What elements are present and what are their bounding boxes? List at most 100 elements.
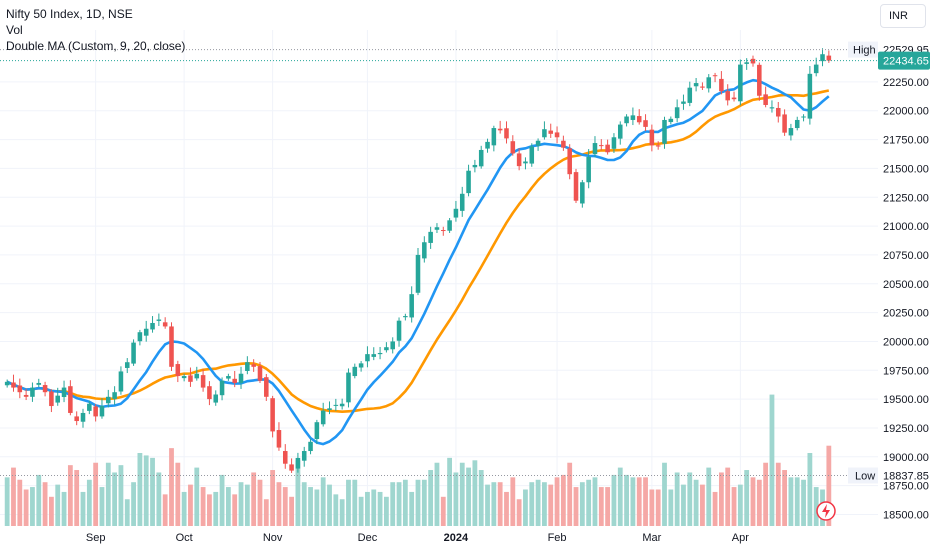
y-tick-label: 20000.00 — [883, 336, 929, 348]
volume-bar — [346, 479, 351, 526]
candle-body — [4, 381, 10, 386]
candle-body — [441, 230, 446, 232]
volume-bar — [11, 467, 16, 526]
x-tick-label: Mar — [642, 532, 661, 544]
candle-body — [428, 231, 433, 243]
candle-body — [542, 129, 547, 138]
volume-bar — [270, 470, 276, 526]
ma-slow-line — [6, 89, 830, 413]
y-tick-label: 20750.00 — [883, 250, 929, 262]
volume-bar — [339, 499, 345, 526]
volume-bar — [617, 467, 623, 526]
volume-bar — [238, 482, 244, 526]
high-label: High — [853, 45, 876, 57]
candle-body — [580, 182, 585, 204]
volume-bar — [156, 472, 162, 526]
candle-body — [415, 254, 421, 293]
y-tick-label: 21250.00 — [883, 192, 929, 204]
volume-bar — [320, 477, 326, 526]
volume-bar — [213, 491, 219, 526]
low-value: 18837.85 — [883, 470, 929, 482]
candle-body — [358, 363, 364, 368]
candle-body — [523, 161, 528, 164]
candle-body — [87, 403, 92, 411]
candle-body — [49, 391, 54, 407]
candle-body — [624, 116, 629, 124]
volume-bar — [150, 457, 155, 526]
lightning-glyph — [822, 504, 830, 518]
y-tick-label: 21500.00 — [883, 163, 929, 175]
x-tick-label: Dec — [358, 532, 378, 544]
volume-bar — [390, 482, 396, 526]
candle-body — [131, 342, 136, 364]
candle-body — [162, 322, 168, 327]
candle-body — [390, 341, 395, 350]
volume-bar — [352, 479, 358, 526]
candle-body — [377, 352, 383, 355]
volume-bar — [301, 482, 307, 526]
candle-body — [617, 124, 623, 139]
x-tick-label: Feb — [548, 532, 567, 544]
volume-bar — [143, 455, 149, 526]
candle-body — [55, 395, 61, 403]
volume-bar — [718, 472, 724, 526]
candle-body — [403, 316, 408, 318]
candle-body — [731, 97, 737, 100]
candle-body — [226, 376, 231, 379]
x-tick-label: Apr — [732, 532, 749, 544]
volume-bar — [529, 482, 535, 526]
volume-bar — [421, 479, 427, 526]
candle-body — [687, 87, 693, 103]
x-tick-label: Nov — [263, 532, 283, 544]
volume-bar — [67, 465, 73, 526]
volume-bar — [655, 489, 661, 526]
y-tick-label: 20250.00 — [883, 308, 929, 320]
x-tick-label: Sep — [86, 532, 106, 544]
volume-bar — [516, 499, 522, 526]
volume-bar — [396, 482, 402, 526]
volume-bar — [510, 477, 516, 526]
currency-button[interactable]: INR — [880, 4, 926, 28]
x-tick-label: 2024 — [444, 532, 469, 544]
candle-body — [257, 366, 263, 381]
candle-body — [61, 387, 67, 398]
candle-body — [567, 148, 572, 175]
volume-bar — [169, 448, 174, 526]
candle-body — [719, 78, 724, 92]
candle-body — [750, 58, 756, 64]
candle-body — [788, 128, 794, 136]
last-price-bg — [878, 51, 930, 70]
volume-bar — [624, 474, 629, 526]
volume-bar — [712, 491, 718, 526]
candle-body — [384, 347, 389, 351]
volume-bar — [263, 499, 269, 526]
volume-bar — [491, 482, 497, 526]
volume-bar — [207, 494, 212, 526]
candle-body — [485, 141, 490, 149]
candle-body — [693, 83, 699, 87]
volume-bar — [295, 460, 301, 526]
volume-bar — [567, 462, 573, 526]
candle-body — [554, 132, 560, 138]
volume-bar — [668, 489, 674, 526]
legend-indicator[interactable]: Double MA (Custom, 9, 20, close) — [6, 39, 186, 53]
volume-bar — [700, 484, 705, 526]
volume-bar — [643, 477, 648, 526]
volume-bar — [131, 482, 136, 526]
volume-bar — [225, 487, 231, 526]
candle-body — [68, 386, 73, 413]
candle-body — [327, 408, 332, 410]
volume-bar — [630, 477, 636, 526]
volume-bar — [42, 482, 48, 526]
candle-body — [769, 107, 775, 109]
candle-body — [17, 385, 23, 393]
volume-bar — [769, 394, 775, 526]
volume-bar — [194, 467, 200, 526]
x-tick-label: Oct — [176, 532, 193, 544]
volume-bar — [504, 491, 509, 526]
candle-body — [93, 406, 98, 417]
candle-body — [137, 332, 143, 342]
volume-bar — [826, 445, 832, 526]
